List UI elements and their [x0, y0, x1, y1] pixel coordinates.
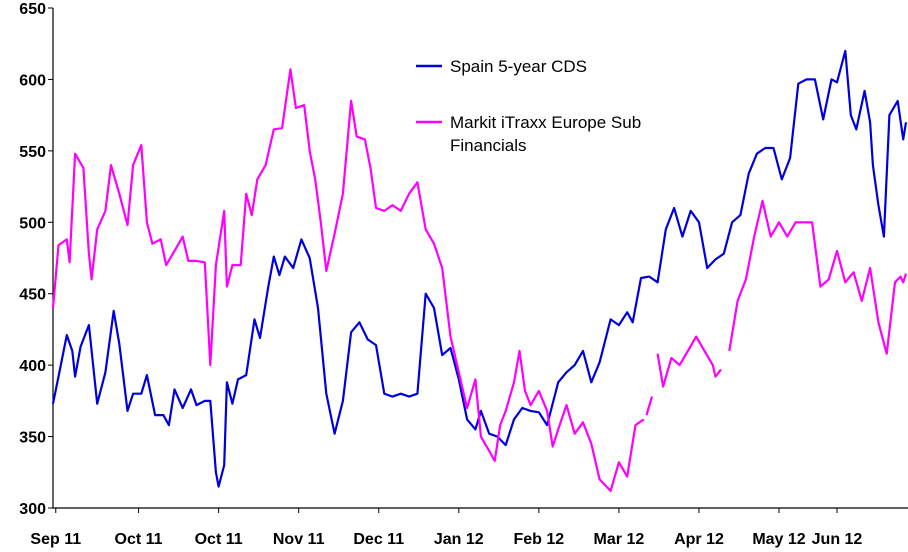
series-layer	[51, 49, 908, 492]
x-tick-label: Jun 12	[812, 531, 863, 548]
x-tick-label: Feb 12	[514, 531, 565, 548]
x-tick-label: Sep 11	[30, 531, 81, 548]
y-tick-label: 650	[19, 1, 46, 18]
series-line-itraxx-sub-fin	[645, 396, 654, 416]
x-axis: Sep 11 Oct 11 Oct 11 Nov 11 Dec 11 Jan 12 Feb …	[30, 507, 908, 548]
y-tick-label: 450	[19, 287, 46, 304]
y-tick-label: 600	[19, 72, 46, 89]
legend-label-itraxx-sub-fin: Markit iTraxx Europe Sub Financials	[450, 113, 641, 155]
y-tick-label: 500	[19, 215, 46, 232]
x-tick-label: Oct 11	[115, 531, 163, 548]
y-tick-label: 350	[19, 430, 46, 447]
legend: Spain 5-year CDS Markit iTraxx Europe Su…	[416, 57, 641, 155]
y-axis: 300 350 400 450 500 550 600 650	[19, 1, 54, 518]
series-line-itraxx-sub-fin	[656, 335, 722, 388]
x-tick-label: Oct 11	[195, 531, 243, 548]
y-tick-label: 400	[19, 358, 46, 375]
x-tick-label: Nov 11	[273, 531, 325, 548]
series-line-spain-cds	[51, 49, 908, 488]
x-tick-label: Dec 11	[353, 531, 404, 548]
x-tick-label: Mar 12	[594, 531, 645, 548]
series-line-itraxx-sub-fin	[51, 68, 645, 492]
series-line-itraxx-sub-fin	[728, 199, 908, 355]
y-tick-label: 550	[19, 144, 46, 161]
x-tick-label: Jan 12	[434, 531, 484, 548]
x-tick-label: May 12	[752, 531, 805, 548]
x-tick-label: Apr 12	[674, 531, 724, 548]
legend-label-spain-cds: Spain 5-year CDS	[450, 57, 587, 76]
y-tick-label: 300	[19, 501, 46, 518]
